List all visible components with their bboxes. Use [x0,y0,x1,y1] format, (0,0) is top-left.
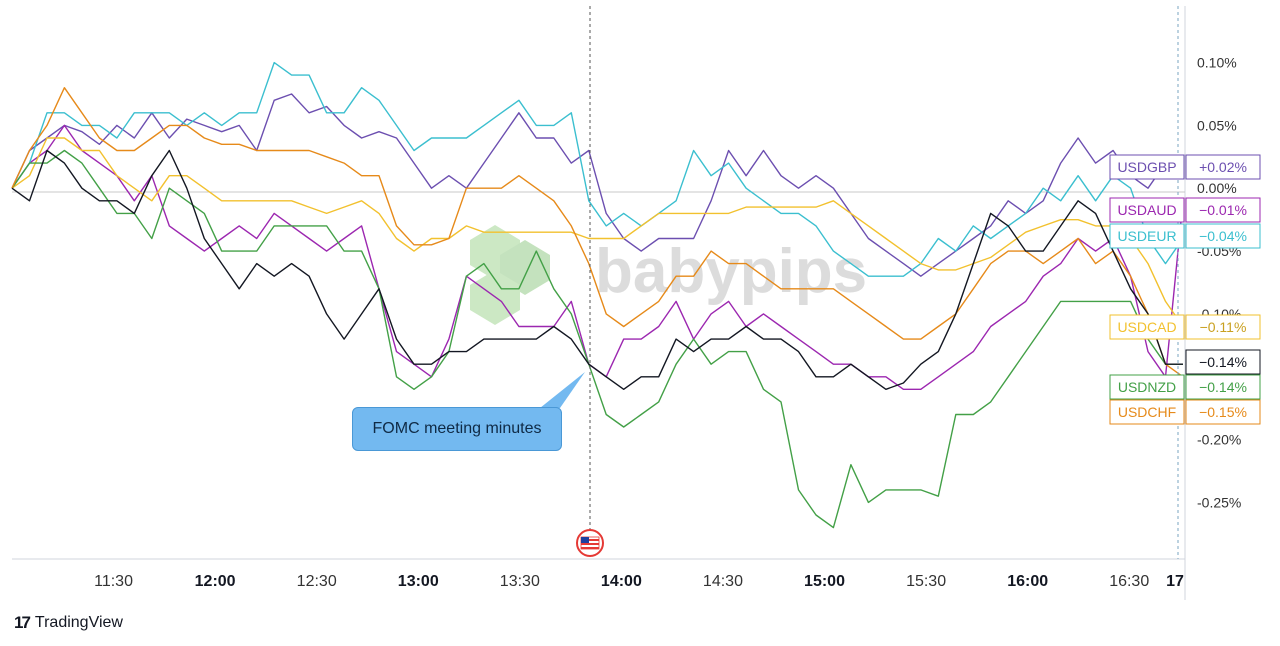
x-tick-label: 15:30 [906,573,946,590]
series-name-label: USDCAD [1117,319,1176,335]
y-tick-label: 0.00% [1197,180,1237,196]
x-tick-label: 14:00 [601,573,642,590]
x-tick-label: 13:00 [398,573,439,590]
series-value-label: −0.11% [1200,319,1247,335]
x-tick-label: 12:00 [195,573,236,590]
series-value-label: −0.01% [1199,202,1247,218]
series-value-label: −0.04% [1199,228,1247,244]
series-name-label: USDGBP [1117,159,1176,175]
y-tick-label: -0.20% [1197,432,1241,448]
tradingview-logo[interactable]: 17 TradingView [14,613,123,633]
event-callout-label: FOMC meeting minutes [373,420,542,438]
x-tick-label: 13:30 [500,573,540,590]
x-tick-label: 17 [1166,573,1184,590]
y-tick-label: -0.25% [1197,494,1241,510]
series-name-label: USDCHF [1118,404,1176,420]
us-flag-icon[interactable] [577,530,603,556]
series-name-label: USDAUD [1117,202,1176,218]
x-tick-label: 16:30 [1109,573,1149,590]
series-value-label: −0.14% [1199,354,1247,370]
tradingview-mark-icon: 17 [14,613,29,633]
x-tick-label: 12:30 [297,573,337,590]
tradingview-wordmark: TradingView [35,614,123,632]
series-name-label: USDEUR [1117,228,1176,244]
x-axis-ticks: 11:30 12:00 12:30 13:00 13:30 14:00 14:30 15:00… [94,573,1184,590]
x-tick-label: 14:30 [703,573,743,590]
y-tick-label: 0.05% [1197,117,1237,133]
y-tick-label: 0.10% [1197,55,1237,71]
y-axis-ticks: 0.10%0.05%0.00%-0.05%-0.10%-0.15%-0.20%-… [1197,55,1241,511]
x-tick-label: 16:00 [1007,573,1048,590]
series-value-label: +0.02% [1199,159,1247,175]
series-value-label: −0.14% [1199,379,1247,395]
event-callout[interactable]: FOMC meeting minutes [352,407,562,451]
x-tick-label: 15:00 [804,573,845,590]
series-value-label: −0.15% [1199,404,1247,420]
series-name-label: USDNZD [1118,379,1176,395]
x-tick-label: 11:30 [94,573,133,590]
